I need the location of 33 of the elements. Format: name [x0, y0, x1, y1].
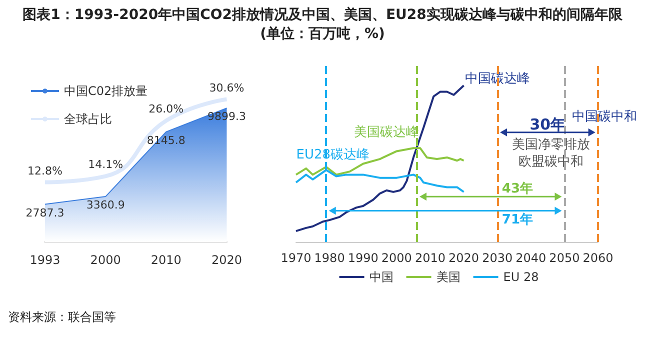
data-label: 9899.3: [207, 110, 246, 124]
x-tick-label: 2050: [549, 251, 580, 265]
text: 图表1：1993-2020年中国CO2排放情况及中国、美国、EU28实现碳达峰与碳中和的间隔年限(单位：百万吨，%): [22, 6, 624, 44]
legend-label: 中国C02排放量: [64, 84, 148, 98]
ref-line-label: 美国净零排放欧盟碳中和: [512, 136, 590, 170]
x-tick-label: 2010: [414, 251, 446, 265]
x-tick-label: 2010: [150, 253, 182, 267]
x-tick-label: 2000: [90, 253, 121, 267]
data-label: 12.8%: [28, 164, 62, 178]
x-tick-label: 1970: [280, 251, 312, 265]
x-tick-label: 1993: [30, 253, 60, 267]
data-label: 30.6%: [209, 81, 244, 94]
legend-label: 全球占比: [64, 112, 112, 126]
legend-label: EU 28: [503, 270, 539, 284]
data-label: 3360.9: [86, 198, 125, 212]
data-label: 26.0%: [148, 102, 184, 116]
annotation: 30年: [530, 116, 566, 134]
ref-line-label: EU28碳达峰: [296, 148, 370, 163]
x-tick-label: 2020: [448, 251, 480, 265]
data-label: 2787.3: [26, 206, 64, 220]
legend-label: 美国: [436, 270, 460, 284]
x-tick-label: 2060: [582, 251, 614, 265]
x-tick-label: 2030: [482, 251, 513, 265]
x-tick-label: 1980: [314, 251, 345, 265]
x-tick-label: 2040: [516, 251, 546, 265]
legend-label: 中国: [369, 270, 394, 284]
x-tick-label: 2020: [211, 253, 242, 267]
data-label: 14.1%: [88, 158, 124, 172]
x-tick-label: 2000: [381, 251, 412, 265]
annotation: 71年: [502, 212, 534, 228]
text: 资料来源：联合国等: [8, 309, 116, 326]
annotation: 43年: [502, 181, 534, 196]
x-tick-label: 1990: [348, 251, 378, 265]
